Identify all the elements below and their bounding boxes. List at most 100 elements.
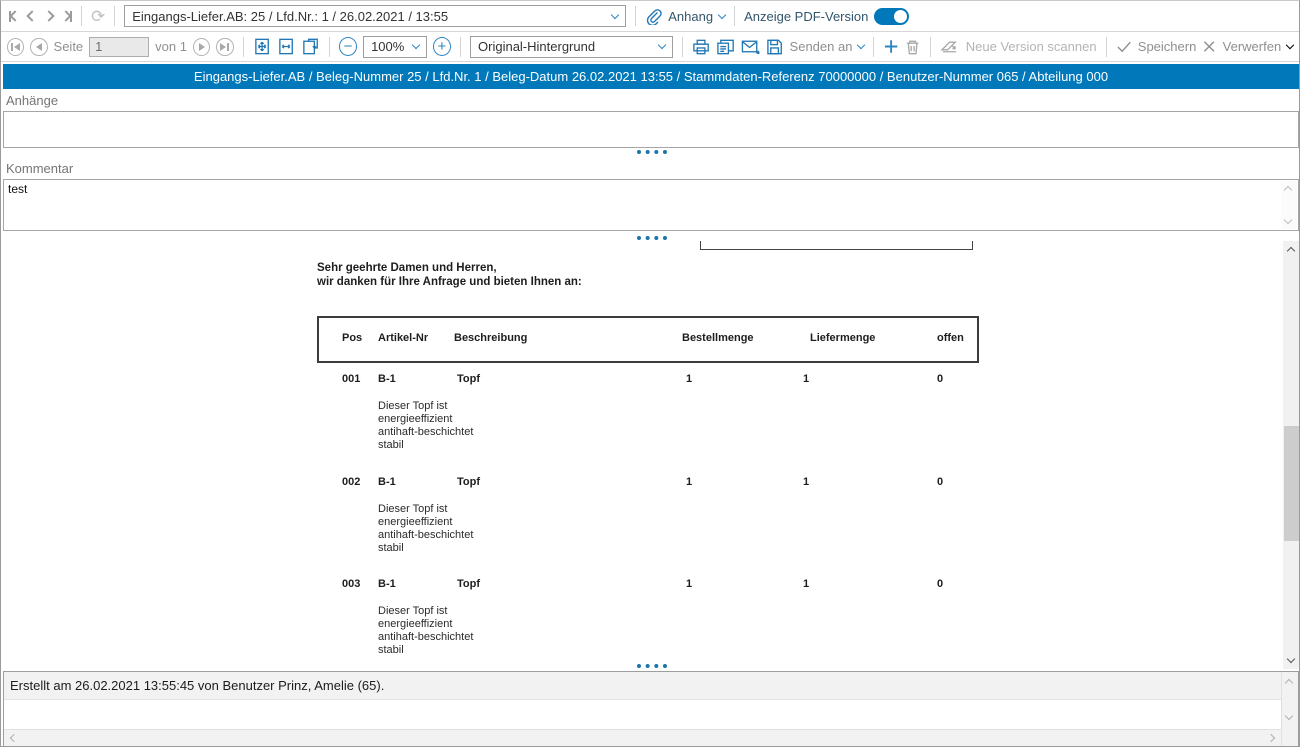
record-selector-dropdown[interactable]: Eingangs-Liefer.AB: 25 / Lfd.Nr.: 1 / 26… bbox=[124, 5, 627, 27]
scroll-down-icon[interactable] bbox=[1284, 711, 1294, 721]
row-description: Dieser Topf ist energieeffizient antihaf… bbox=[378, 503, 474, 554]
last-page-button[interactable] bbox=[216, 37, 234, 56]
cell-offen: 0 bbox=[937, 578, 944, 590]
status-horizontal-scrollbar[interactable] bbox=[4, 729, 1281, 746]
address-frame bbox=[700, 241, 973, 250]
fit-width-icon[interactable] bbox=[277, 37, 295, 56]
comment-value: test bbox=[8, 182, 28, 196]
scroll-up-icon[interactable] bbox=[1284, 678, 1294, 688]
separator bbox=[1105, 36, 1107, 57]
greeting-block: Sehr geehrte Damen und Herren, wir danke… bbox=[317, 261, 582, 289]
chevron-down-icon bbox=[411, 40, 421, 50]
scan-new-version-button[interactable]: Neue Version scannen bbox=[965, 39, 1097, 54]
comment-label: Kommentar bbox=[6, 161, 74, 176]
cell-bestellmenge: 1 bbox=[686, 578, 693, 590]
separator bbox=[873, 36, 875, 57]
cell-offen: 0 bbox=[937, 373, 944, 385]
discard-x-icon[interactable] bbox=[1202, 39, 1216, 54]
separator bbox=[734, 6, 736, 26]
cell-liefermenge: 1 bbox=[803, 578, 810, 590]
cell-pos: 003 bbox=[342, 578, 361, 590]
splitter-handle[interactable] bbox=[637, 150, 667, 154]
fit-page-icon[interactable] bbox=[253, 37, 271, 56]
cell-bestellmenge: 1 bbox=[686, 373, 693, 385]
cell-artikel-nr: B-1 bbox=[378, 476, 396, 488]
status-panel: Erstellt am 26.02.2021 13:55:45 von Benu… bbox=[3, 671, 1299, 746]
col-header-artikel-nr: Artikel-Nr bbox=[378, 332, 429, 344]
scroll-up-icon[interactable] bbox=[1286, 246, 1296, 256]
print-icon[interactable] bbox=[692, 38, 710, 56]
previous-record-button[interactable] bbox=[26, 10, 38, 22]
rotate-page-icon[interactable] bbox=[301, 37, 320, 56]
chevron-down-icon bbox=[611, 10, 620, 19]
zoom-level-dropdown[interactable]: 100% bbox=[363, 35, 427, 58]
scanner-icon[interactable] bbox=[939, 38, 960, 55]
pdf-vertical-scrollbar[interactable] bbox=[1283, 241, 1299, 669]
refresh-icon[interactable]: ⟳ bbox=[91, 6, 106, 26]
separator bbox=[929, 36, 931, 57]
page-count-label: von 1 bbox=[155, 39, 187, 54]
add-icon[interactable] bbox=[883, 38, 899, 55]
page-label: Seite bbox=[53, 39, 84, 54]
scroll-right-icon[interactable] bbox=[1266, 733, 1276, 743]
attachment-chevron-down-icon[interactable] bbox=[717, 10, 727, 19]
comment-box[interactable]: test bbox=[3, 179, 1299, 231]
delete-icon[interactable] bbox=[905, 38, 920, 56]
zoom-level-value: 100% bbox=[371, 39, 405, 54]
zoom-out-button[interactable]: − bbox=[338, 37, 358, 56]
toggle-knob bbox=[894, 9, 908, 23]
separator bbox=[460, 36, 462, 57]
save-icon[interactable] bbox=[766, 38, 783, 56]
first-record-button[interactable] bbox=[9, 10, 21, 22]
attachment-menu-label[interactable]: Anhang bbox=[668, 8, 714, 24]
print-copies-icon[interactable] bbox=[716, 38, 735, 56]
record-selector-value: Eingangs-Liefer.AB: 25 / Lfd.Nr.: 1 / 26… bbox=[132, 8, 449, 24]
col-header-offen: offen bbox=[937, 332, 964, 344]
document-info-bar: Eingangs-Liefer.AB / Beleg-Nummer 25 / L… bbox=[3, 64, 1299, 89]
row-description: Dieser Topf ist energieeffizient antihaf… bbox=[378, 400, 474, 451]
paperclip-icon bbox=[647, 8, 662, 25]
first-page-button[interactable] bbox=[7, 37, 25, 56]
scroll-down-icon[interactable] bbox=[1286, 654, 1296, 664]
comment-scrollbar[interactable] bbox=[1281, 181, 1297, 229]
save-check-icon[interactable] bbox=[1116, 39, 1132, 54]
separator bbox=[81, 6, 82, 26]
status-vertical-scrollbar[interactable] bbox=[1281, 672, 1298, 746]
send-to-label[interactable]: Senden an bbox=[789, 39, 853, 54]
background-dropdown-value: Original-Hintergrund bbox=[478, 39, 596, 54]
pdf-table-header-box bbox=[317, 316, 979, 363]
send-to-chevron-down-icon[interactable] bbox=[857, 40, 866, 50]
cell-liefermenge: 1 bbox=[803, 373, 810, 385]
separator bbox=[114, 6, 116, 26]
email-icon[interactable] bbox=[741, 38, 761, 55]
scroll-up-icon[interactable] bbox=[1283, 185, 1293, 195]
cell-beschreibung: Topf bbox=[457, 578, 481, 590]
last-record-button[interactable] bbox=[60, 10, 72, 22]
pdf-preview-pane[interactable]: Sehr geehrte Damen und Herren, wir danke… bbox=[2, 241, 1299, 669]
background-dropdown[interactable]: Original-Hintergrund bbox=[470, 35, 674, 58]
greeting-line-2: wir danken für Ihre Anfrage und bieten I… bbox=[317, 276, 582, 288]
previous-page-button[interactable] bbox=[30, 37, 48, 56]
col-header-liefermenge: Liefermenge bbox=[810, 332, 876, 344]
toolbar-overflow-chevron-icon[interactable] bbox=[1285, 40, 1295, 50]
splitter-handle[interactable] bbox=[637, 236, 667, 240]
cell-artikel-nr: B-1 bbox=[378, 373, 396, 385]
scroll-down-icon[interactable] bbox=[1283, 215, 1293, 225]
zoom-in-button[interactable]: + bbox=[432, 37, 452, 56]
splitter-handle[interactable] bbox=[637, 664, 667, 668]
status-strip: Erstellt am 26.02.2021 13:55:45 von Benu… bbox=[4, 672, 1281, 700]
separator bbox=[242, 36, 244, 57]
pdf-version-toggle-label: Anzeige PDF-Version bbox=[744, 8, 869, 24]
discard-button[interactable]: Verwerfen bbox=[1222, 39, 1282, 54]
separator bbox=[635, 6, 637, 26]
save-button[interactable]: Speichern bbox=[1137, 39, 1197, 54]
cell-offen: 0 bbox=[937, 476, 944, 488]
scrollbar-thumb[interactable] bbox=[1284, 426, 1299, 541]
page-number-input[interactable] bbox=[89, 36, 150, 57]
next-record-button[interactable] bbox=[43, 10, 55, 22]
next-page-button[interactable] bbox=[192, 37, 211, 56]
attachments-box[interactable] bbox=[3, 111, 1299, 148]
scroll-left-icon[interactable] bbox=[9, 733, 19, 743]
pdf-version-toggle[interactable] bbox=[874, 7, 910, 25]
